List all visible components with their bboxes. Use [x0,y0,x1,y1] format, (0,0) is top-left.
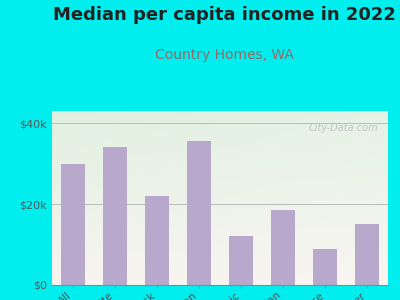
Bar [314,249,336,285]
Bar [356,224,378,285]
Text: City-Data.com: City-Data.com [308,123,378,133]
Text: Country Homes, WA: Country Homes, WA [154,48,294,62]
Text: Median per capita income in 2022: Median per capita income in 2022 [52,6,396,24]
Bar [62,164,84,285]
Bar [272,210,294,285]
Bar [104,147,126,285]
Bar [146,196,168,285]
Bar [188,141,210,285]
Bar [230,236,252,285]
